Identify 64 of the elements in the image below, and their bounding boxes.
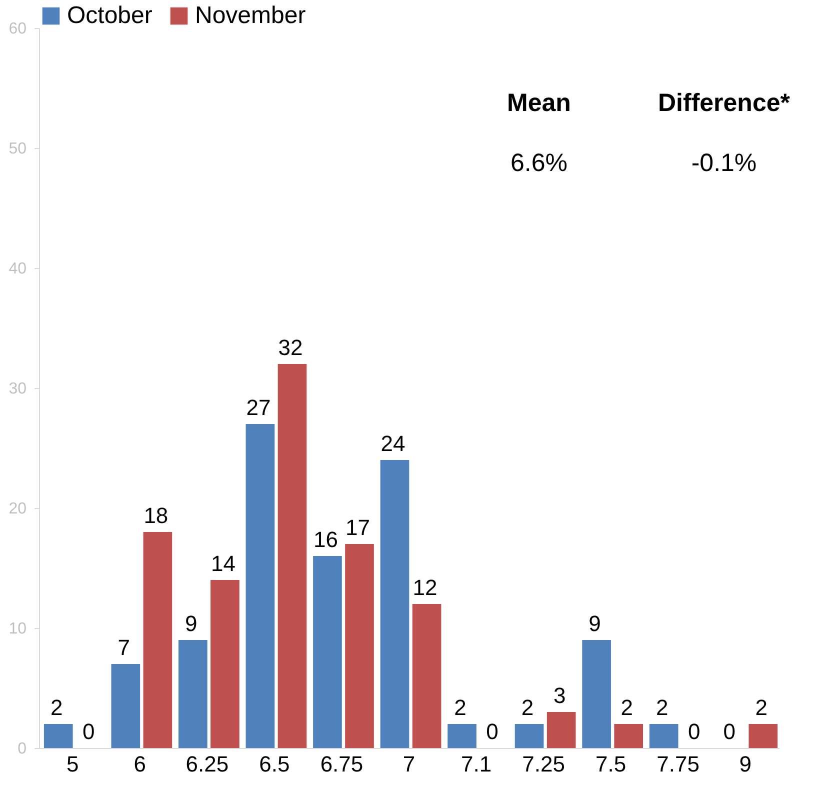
x-tick-label: 7.5: [596, 752, 626, 776]
x-tick-label: 6.5: [259, 752, 290, 776]
bar: [582, 640, 611, 748]
bar: [178, 640, 208, 748]
bar: [614, 724, 644, 748]
annotation: Mean: [507, 89, 571, 117]
x-tick-label: 7.75: [656, 752, 700, 776]
x-tick-label: 7.1: [460, 752, 492, 776]
data-label: 7: [118, 635, 130, 660]
annotation: Difference*: [658, 89, 790, 117]
y-tick-label: 30: [8, 380, 27, 398]
annotation: 6.6%: [510, 149, 568, 177]
x-tick-label: 7.25: [522, 752, 565, 776]
data-label: 17: [346, 515, 370, 540]
data-label: 16: [313, 527, 338, 552]
bar: [448, 724, 476, 748]
x-tick-label: 9: [739, 752, 752, 776]
x-tick-label: 6: [134, 752, 146, 776]
x-tick-label: 6.25: [186, 752, 229, 776]
data-label: 12: [412, 575, 438, 600]
y-tick-label: 10: [8, 620, 27, 638]
bar: [246, 424, 275, 748]
data-label: 32: [278, 335, 303, 360]
y-tick-label: 60: [8, 20, 27, 38]
legend-label: November: [195, 2, 306, 29]
data-label: 27: [246, 395, 271, 420]
bar: [649, 724, 678, 748]
bar: [210, 580, 240, 748]
bar: [143, 532, 172, 748]
bar: [412, 604, 442, 748]
data-label: 24: [380, 431, 406, 456]
bar: [546, 712, 576, 748]
x-tick-label: 6.75: [320, 752, 364, 776]
data-label: 18: [144, 503, 168, 528]
bar: [514, 724, 544, 748]
bar: [380, 460, 410, 748]
y-tick-label: 40: [8, 260, 27, 278]
data-label: 2: [620, 695, 633, 720]
data-label: 2: [454, 695, 466, 720]
data-label: 2: [50, 695, 63, 720]
data-label: 0: [723, 719, 736, 744]
y-tick-label: 20: [8, 500, 27, 518]
bar: [313, 556, 342, 748]
data-label: 2: [521, 695, 534, 720]
y-tick-label: 0: [18, 740, 27, 758]
data-label: 3: [553, 683, 566, 708]
annotation: -0.1%: [691, 149, 757, 177]
data-label: 0: [688, 719, 700, 744]
bar: [111, 664, 140, 748]
legend-label: October: [67, 2, 152, 29]
x-tick-label: 7: [402, 752, 416, 776]
bar: [278, 364, 307, 748]
data-label: 0: [82, 719, 95, 744]
data-label: 14: [210, 551, 236, 576]
y-tick-label: 50: [8, 140, 27, 158]
bar: [44, 724, 73, 748]
data-label: 9: [185, 611, 198, 636]
bar: [748, 724, 778, 748]
x-tick-label: 5: [66, 752, 79, 776]
data-label: 9: [588, 611, 601, 636]
data-label: 0: [486, 719, 498, 744]
data-label: 2: [656, 695, 668, 720]
data-label: 2: [755, 695, 768, 720]
bar: [345, 544, 374, 748]
